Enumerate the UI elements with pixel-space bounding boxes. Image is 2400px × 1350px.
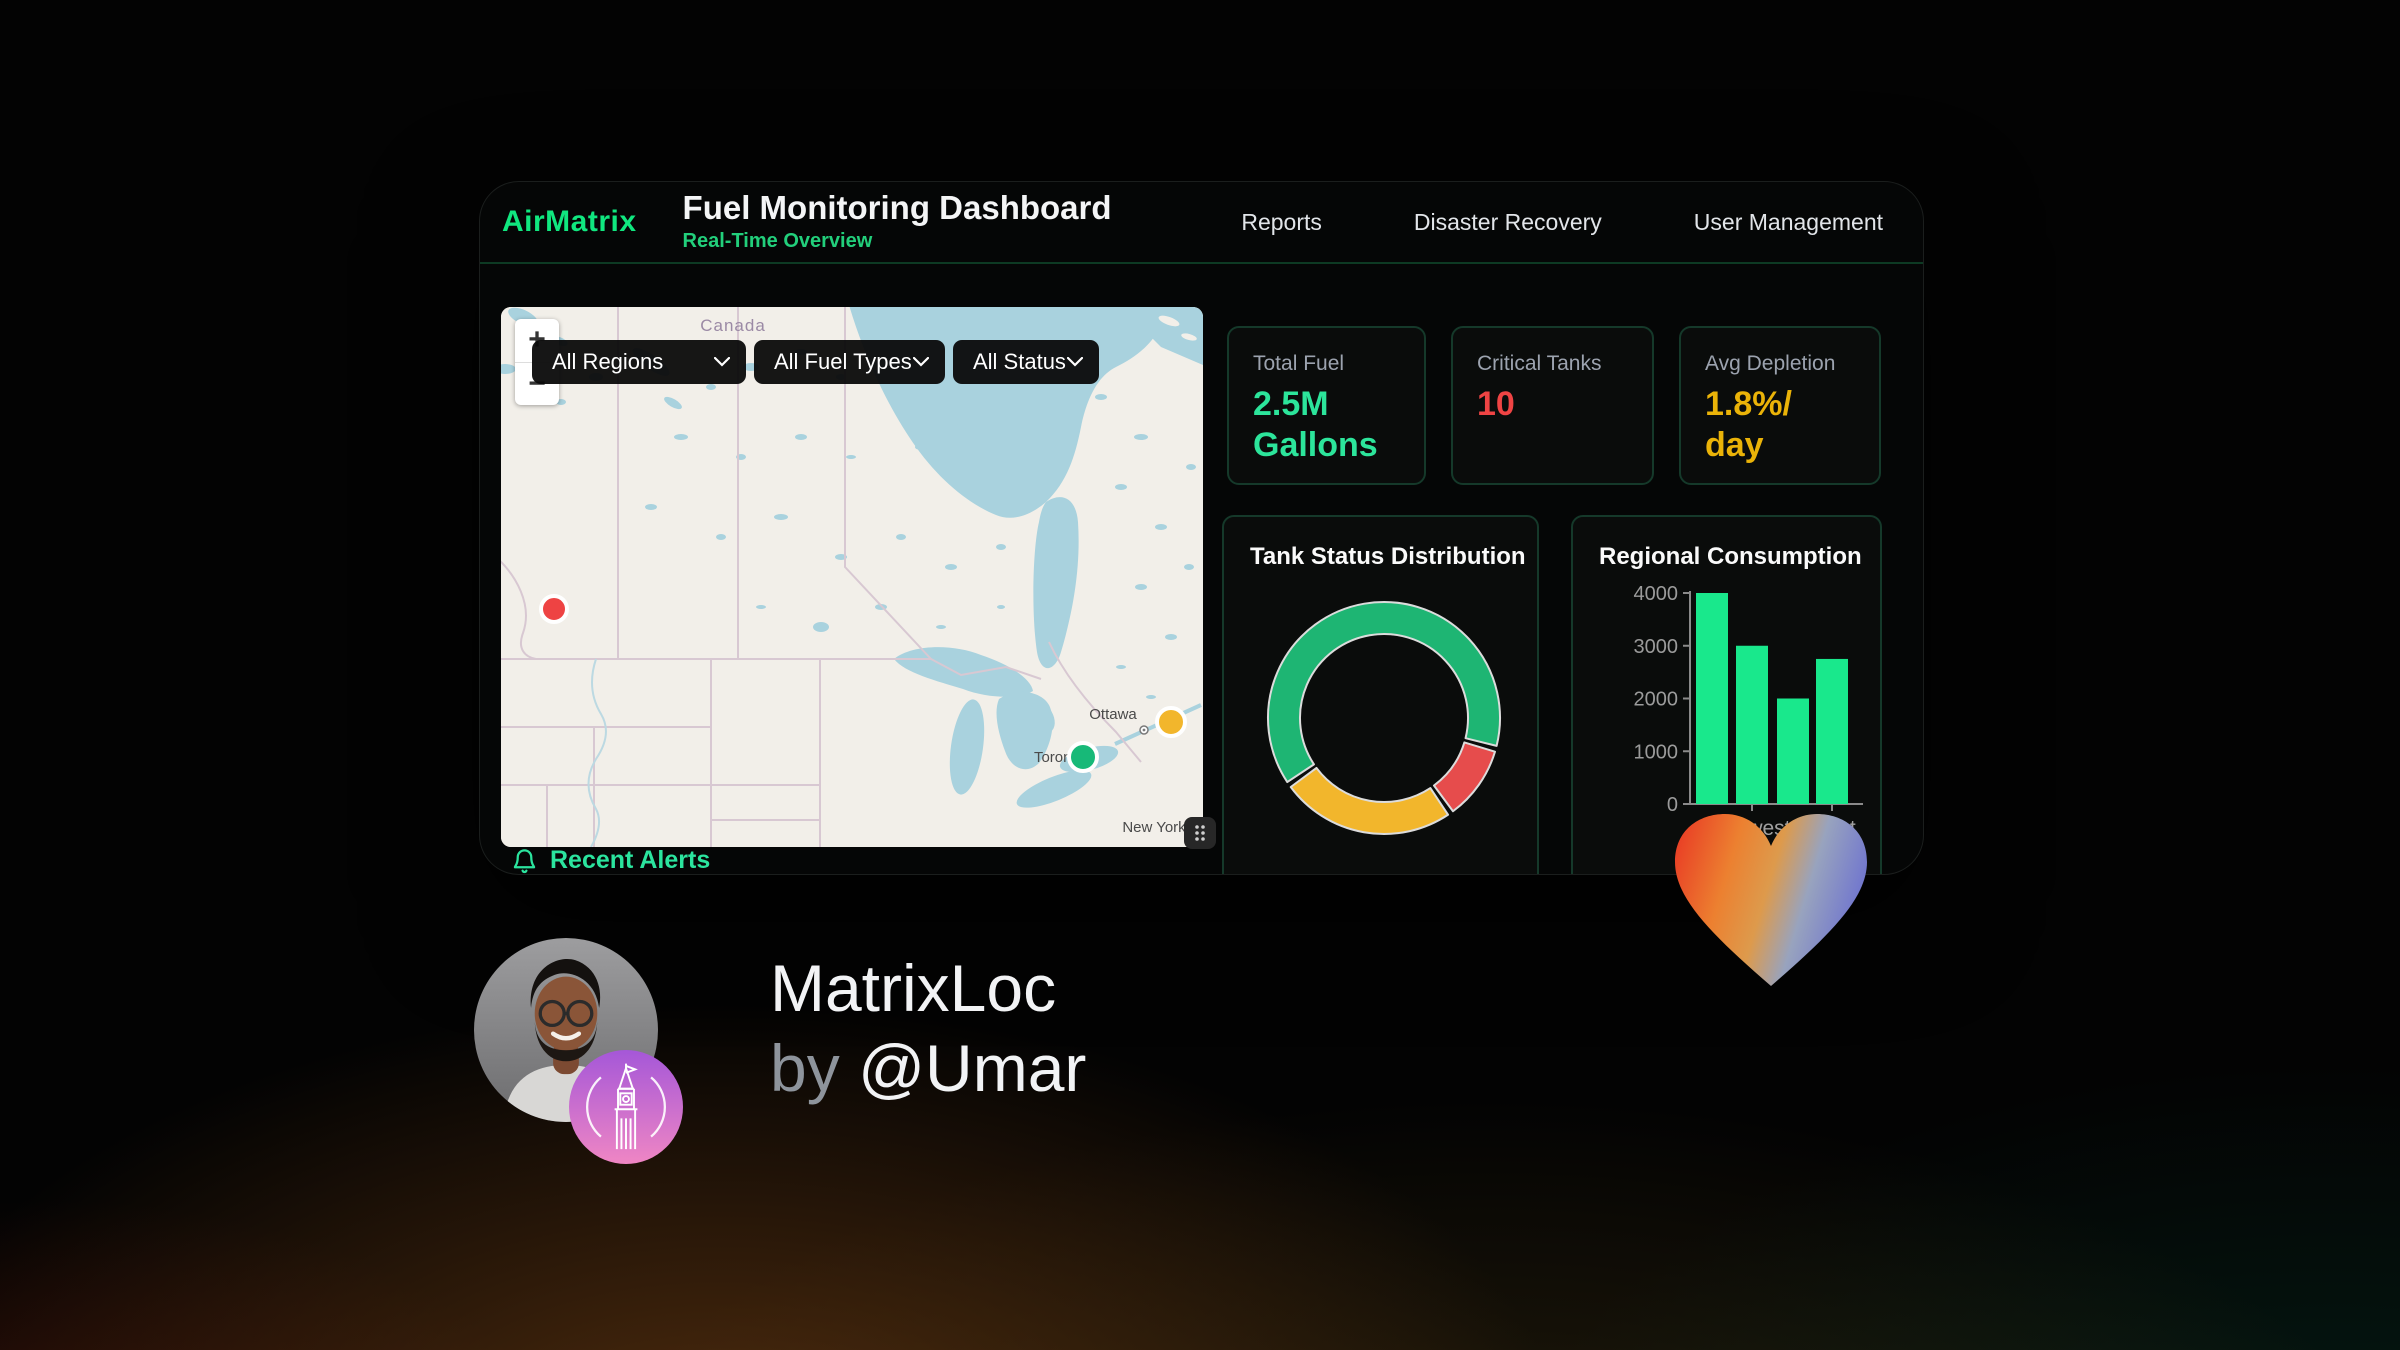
map-marker-toronto-normal[interactable]: [1067, 741, 1099, 773]
app-header: AirMatrix Fuel Monitoring Dashboard Real…: [480, 182, 1923, 264]
clock-tower-badge: [569, 1050, 683, 1164]
ottawa-town-icon: [1139, 725, 1149, 735]
map-marker-ottawa-warning[interactable]: [1155, 706, 1187, 738]
dots-grid-icon: [1195, 825, 1205, 841]
tank-status-distribution-card: Tank Status Distribution: [1222, 515, 1539, 874]
avatar: [474, 938, 658, 1122]
top-nav: Reports Disaster Recovery User Managemen…: [1241, 209, 1883, 236]
heart-icon: [1671, 810, 1871, 990]
nav-item-user-management[interactable]: User Management: [1693, 208, 1883, 235]
map-islands: [1158, 315, 1197, 341]
svg-text:2000: 2000: [1634, 689, 1679, 711]
stat-value: 10: [1477, 385, 1515, 423]
stat-label: Total Fuel: [1253, 352, 1345, 375]
page-subtitle: Real-Time Overview: [682, 230, 873, 253]
stat-label: Critical Tanks: [1477, 352, 1602, 375]
stat-value: 2.5M Gallons: [1253, 385, 1378, 465]
map-label-ottawa: Ottawa: [1089, 706, 1137, 723]
svg-text:1000: 1000: [1634, 741, 1679, 763]
byline-handle: @Umar: [858, 1031, 1087, 1105]
fuel-type-filter-value: All Fuel Types: [774, 349, 912, 374]
promo-app-name: MatrixLoc: [770, 951, 1057, 1025]
page-title: Fuel Monitoring Dashboard: [682, 188, 1112, 226]
nav-item-disaster-recovery[interactable]: Disaster Recovery: [1413, 208, 1602, 235]
chevron-down-icon: [714, 357, 730, 367]
dashboard-window: AirMatrix Fuel Monitoring Dashboard Real…: [479, 181, 1924, 875]
bell-icon: [513, 849, 536, 874]
status-filter-value: All Status: [973, 349, 1066, 374]
stat-card-total-fuel: Total Fuel 2.5M Gallons: [1227, 326, 1426, 485]
status-filter-select[interactable]: All Status: [953, 340, 1099, 384]
region-filter-value: All Regions: [552, 349, 664, 374]
region-filter-select[interactable]: All Regions: [532, 340, 746, 384]
svg-text:0: 0: [1667, 794, 1678, 816]
stat-label: Avg Depletion: [1705, 352, 1836, 375]
map-label-new-york: New York: [1122, 819, 1186, 836]
stat-card-critical-tanks: Critical Tanks 10: [1451, 326, 1654, 485]
map-label-canada: Canada: [700, 316, 766, 335]
chart-title: Tank Status Distribution: [1250, 543, 1526, 570]
byline-prefix: by: [770, 1031, 840, 1105]
recent-alerts-title: Recent Alerts: [550, 846, 711, 874]
map-drag-handle[interactable]: [1184, 817, 1216, 849]
svg-text:4000: 4000: [1634, 583, 1679, 605]
map-marker-west-critical[interactable]: [539, 594, 569, 624]
nav-item-reports[interactable]: Reports: [1241, 208, 1322, 235]
title-block: Fuel Monitoring Dashboard Real-Time Over…: [682, 188, 1112, 254]
stat-card-avg-depletion: Avg Depletion 1.8%/ day: [1679, 326, 1881, 485]
tank-map[interactable]: Canada Ottawa Toronto New York + − All R…: [501, 307, 1203, 847]
brand-logo: AirMatrix: [502, 205, 637, 238]
chart-title: Regional Consumption: [1599, 543, 1862, 570]
promo-byline: by @Umar: [770, 1030, 1086, 1106]
chevron-down-icon: [1067, 357, 1083, 367]
svg-text:3000: 3000: [1634, 636, 1679, 658]
map-canvas[interactable]: Canada Ottawa Toronto New York: [501, 307, 1203, 847]
stat-value: 1.8%/ day: [1705, 385, 1792, 465]
chevron-down-icon: [913, 357, 929, 367]
tank-status-donut-chart: [1267, 601, 1501, 835]
recent-alerts-header: Recent Alerts: [511, 846, 711, 874]
fuel-type-filter-select[interactable]: All Fuel Types: [754, 340, 945, 384]
